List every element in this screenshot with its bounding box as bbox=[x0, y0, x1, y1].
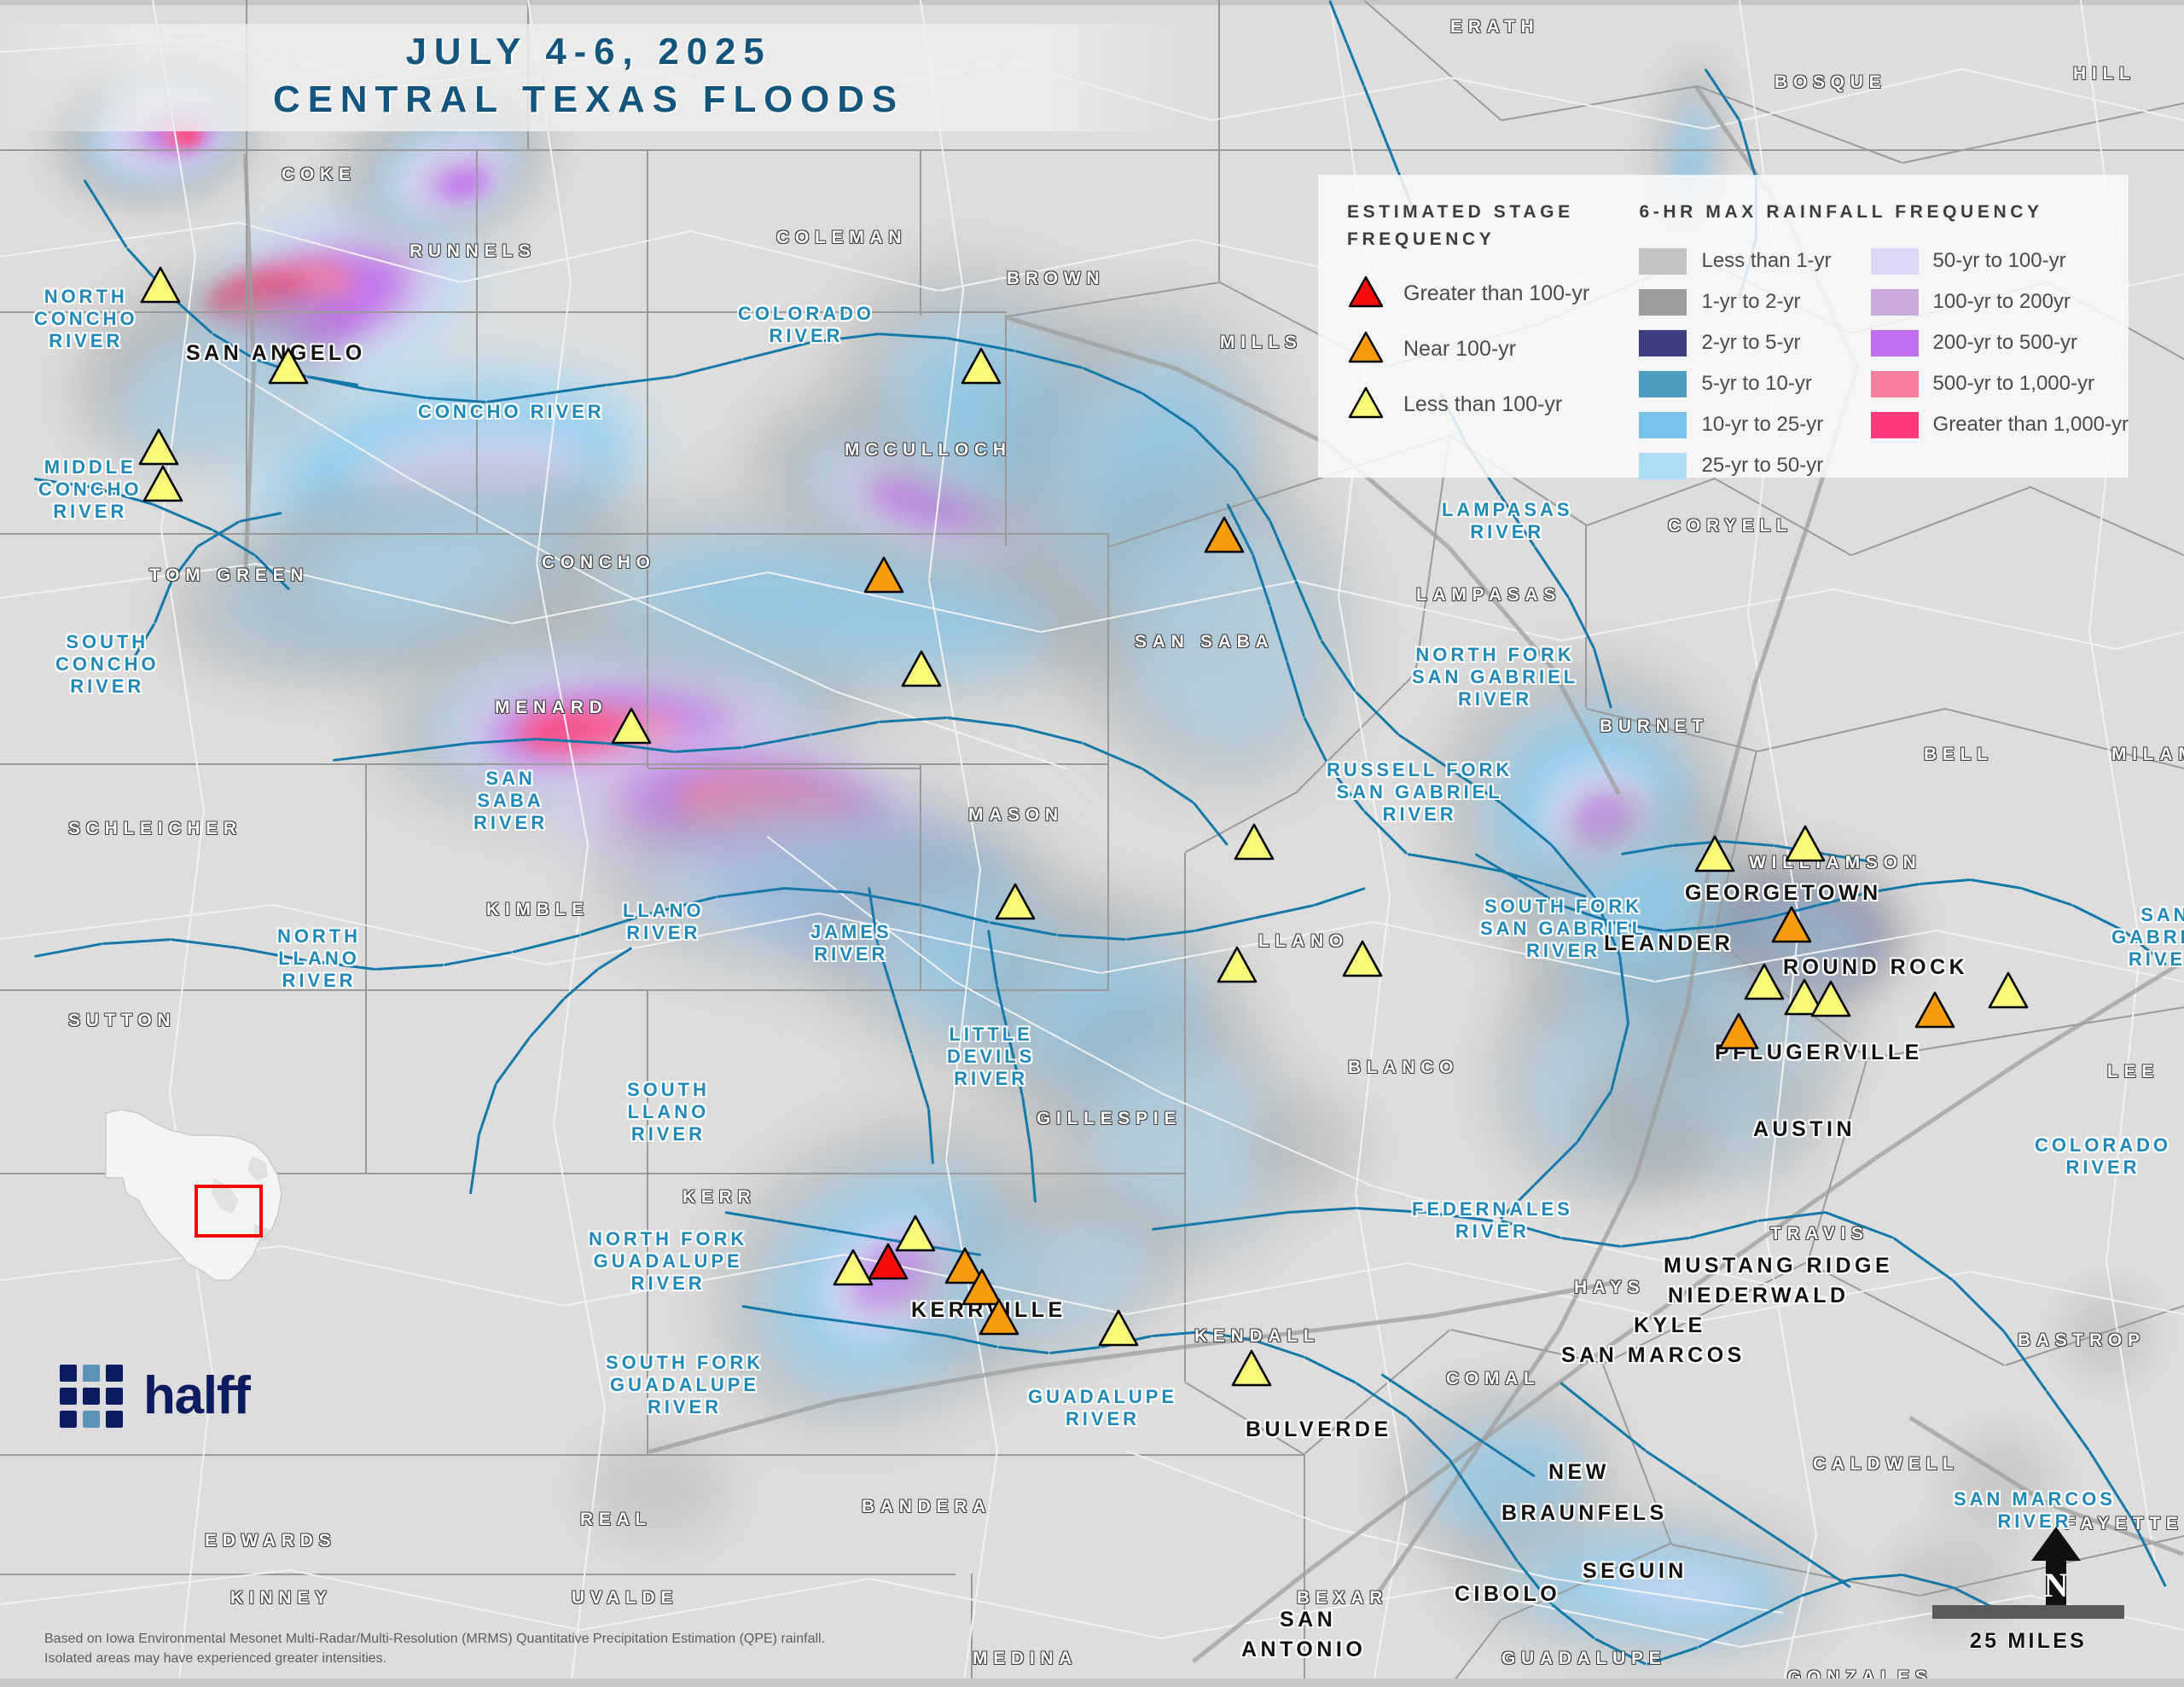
triangle-icon bbox=[833, 1249, 874, 1286]
legend-rainfall-label: 100-yr to 200yr bbox=[1932, 290, 2071, 313]
triangle-icon bbox=[1098, 1309, 1139, 1347]
north-arrow: N bbox=[2026, 1527, 2086, 1616]
triangle-icon bbox=[868, 1243, 909, 1280]
legend-rainfall-label: 10-yr to 25-yr bbox=[1701, 413, 1824, 436]
triangle-icon bbox=[140, 266, 181, 304]
triangle-icon bbox=[1718, 1012, 1759, 1050]
legend-rainfall-label: 2-yr to 5-yr bbox=[1701, 331, 1801, 354]
legend-color-swatch bbox=[1639, 288, 1687, 316]
data-source-credit: Based on Iowa Environmental Mesonet Mult… bbox=[44, 1629, 949, 1668]
scale-bar-label: 25 MILES bbox=[1969, 1629, 2088, 1653]
triangle-icon bbox=[142, 465, 183, 502]
legend-rainfall-heading: 6-HR MAX RAINFALL FREQUENCY bbox=[1639, 202, 2043, 222]
map-frame-top bbox=[0, 0, 2184, 5]
legend-color-swatch bbox=[1639, 370, 1687, 397]
triangle-icon bbox=[1914, 991, 1955, 1029]
map-legend: ESTIMATED STAGE FREQUENCY Greater than 1… bbox=[1318, 175, 2129, 479]
legend-rainfall-label: Greater than 1,000-yr bbox=[1932, 413, 2129, 436]
triangle-icon bbox=[863, 556, 904, 594]
scale-bar bbox=[1932, 1605, 2124, 1619]
triangle-icon bbox=[611, 707, 652, 745]
legend-rainfall-row: 10-yr to 25-yr bbox=[1639, 411, 1831, 438]
legend-rainfall-label: 50-yr to 100-yr bbox=[1932, 249, 2066, 272]
legend-rainfall-label: 25-yr to 50-yr bbox=[1701, 454, 1824, 477]
triangle-icon bbox=[1771, 906, 1812, 943]
legend-rainfall-row: 200-yr to 500-yr bbox=[1870, 329, 2129, 357]
legend-color-swatch bbox=[1870, 411, 1919, 438]
credit-line-1: Based on Iowa Environmental Mesonet Mult… bbox=[44, 1632, 826, 1646]
north-arrow-label: N bbox=[2044, 1566, 2069, 1604]
legend-stage-frequency: ESTIMATED STAGE FREQUENCY Greater than 1… bbox=[1347, 199, 1639, 478]
legend-color-swatch bbox=[1870, 329, 1919, 357]
legend-stage-row: Near 100-yr bbox=[1347, 330, 1639, 368]
legend-rainfall-row: 100-yr to 200yr bbox=[1870, 288, 2129, 316]
legend-rainfall-label: 200-yr to 500-yr bbox=[1932, 331, 2077, 354]
legend-color-swatch bbox=[1870, 288, 1919, 316]
legend-rainfall-column-2: 50-yr to 100-yr 100-yr to 200yr 200-yr t… bbox=[1870, 247, 2129, 494]
triangle-icon bbox=[1988, 971, 2029, 1009]
legend-rainfall-column-1: Less than 1-yr 1-yr to 2-yr 2-yr to 5-yr… bbox=[1639, 247, 1832, 494]
legend-rainfall-row: 25-yr to 50-yr bbox=[1639, 452, 1831, 479]
triangle-icon bbox=[895, 1215, 936, 1252]
credit-line-2: Isolated areas may have experienced grea… bbox=[44, 1651, 387, 1667]
legend-rainfall-row: Greater than 1,000-yr bbox=[1870, 411, 2129, 438]
legend-rainfall-label: 1-yr to 2-yr bbox=[1701, 290, 1801, 313]
legend-stage-heading: ESTIMATED STAGE FREQUENCY bbox=[1347, 202, 1574, 249]
legend-triangle-icon bbox=[1347, 330, 1385, 368]
legend-color-swatch bbox=[1639, 452, 1687, 479]
legend-rainfall-frequency: 6-HR MAX RAINFALL FREQUENCY Less than 1-… bbox=[1639, 199, 2129, 479]
legend-rainfall-row: 50-yr to 100-yr bbox=[1870, 247, 2129, 275]
triangle-icon bbox=[961, 347, 1002, 385]
legend-stage-label: Near 100-yr bbox=[1403, 337, 1516, 361]
triangle-icon bbox=[1234, 823, 1275, 861]
triangle-icon bbox=[901, 650, 942, 687]
legend-stage-row: Greater than 100-yr bbox=[1347, 275, 1639, 313]
legend-color-swatch bbox=[1639, 329, 1687, 357]
triangle-icon bbox=[1342, 940, 1383, 977]
legend-color-swatch bbox=[1639, 247, 1687, 275]
legend-rainfall-row: 5-yr to 10-yr bbox=[1639, 370, 1831, 397]
triangle-icon bbox=[1744, 963, 1785, 1000]
north-arrow-icon: N bbox=[2031, 1527, 2081, 1612]
texas-outline-icon bbox=[105, 1109, 282, 1281]
triangle-icon bbox=[979, 1298, 1019, 1336]
legend-triangle-icon bbox=[1347, 386, 1385, 424]
legend-color-swatch bbox=[1870, 370, 1919, 397]
legend-rainfall-row: 1-yr to 2-yr bbox=[1639, 288, 1831, 316]
halff-wordmark: halff bbox=[143, 1366, 251, 1425]
triangle-icon bbox=[995, 883, 1036, 920]
map-frame-bottom bbox=[0, 1678, 2184, 1687]
triangle-icon bbox=[1784, 978, 1825, 1016]
legend-stage-items: Greater than 100-yr Near 100-yr Less tha… bbox=[1347, 275, 1639, 424]
triangle-icon bbox=[138, 428, 179, 466]
triangle-icon bbox=[1694, 835, 1735, 872]
legend-color-swatch bbox=[1870, 247, 1919, 275]
legend-stage-row: Less than 100-yr bbox=[1347, 386, 1639, 424]
legend-stage-label: Greater than 100-yr bbox=[1403, 281, 1590, 305]
triangle-icon bbox=[1217, 946, 1258, 983]
triangle-icon bbox=[961, 1268, 1002, 1306]
triangle-icon bbox=[268, 347, 309, 385]
triangle-icon bbox=[1231, 1349, 1272, 1387]
triangle-icon bbox=[944, 1247, 985, 1284]
triangle-icon bbox=[1810, 980, 1851, 1017]
legend-stage-label: Less than 100-yr bbox=[1403, 392, 1563, 416]
legend-rainfall-label: 5-yr to 10-yr bbox=[1701, 372, 1812, 395]
legend-rainfall-label: 500-yr to 1,000-yr bbox=[1932, 372, 2094, 395]
halff-grid-icon bbox=[60, 1365, 123, 1428]
texas-locator-inset bbox=[85, 1104, 299, 1296]
legend-color-swatch bbox=[1639, 411, 1687, 438]
legend-rainfall-row: Less than 1-yr bbox=[1639, 247, 1832, 275]
legend-rainfall-row: 2-yr to 5-yr bbox=[1639, 329, 1831, 357]
legend-rainfall-row: 500-yr to 1,000-yr bbox=[1870, 370, 2129, 397]
legend-triangle-icon bbox=[1347, 275, 1385, 313]
triangle-icon bbox=[1785, 825, 1826, 862]
inset-extent-rectangle bbox=[195, 1185, 263, 1238]
legend-rainfall-label: Less than 1-yr bbox=[1701, 249, 1832, 272]
triangle-icon bbox=[1204, 516, 1245, 554]
halff-logo: halff bbox=[60, 1365, 251, 1428]
